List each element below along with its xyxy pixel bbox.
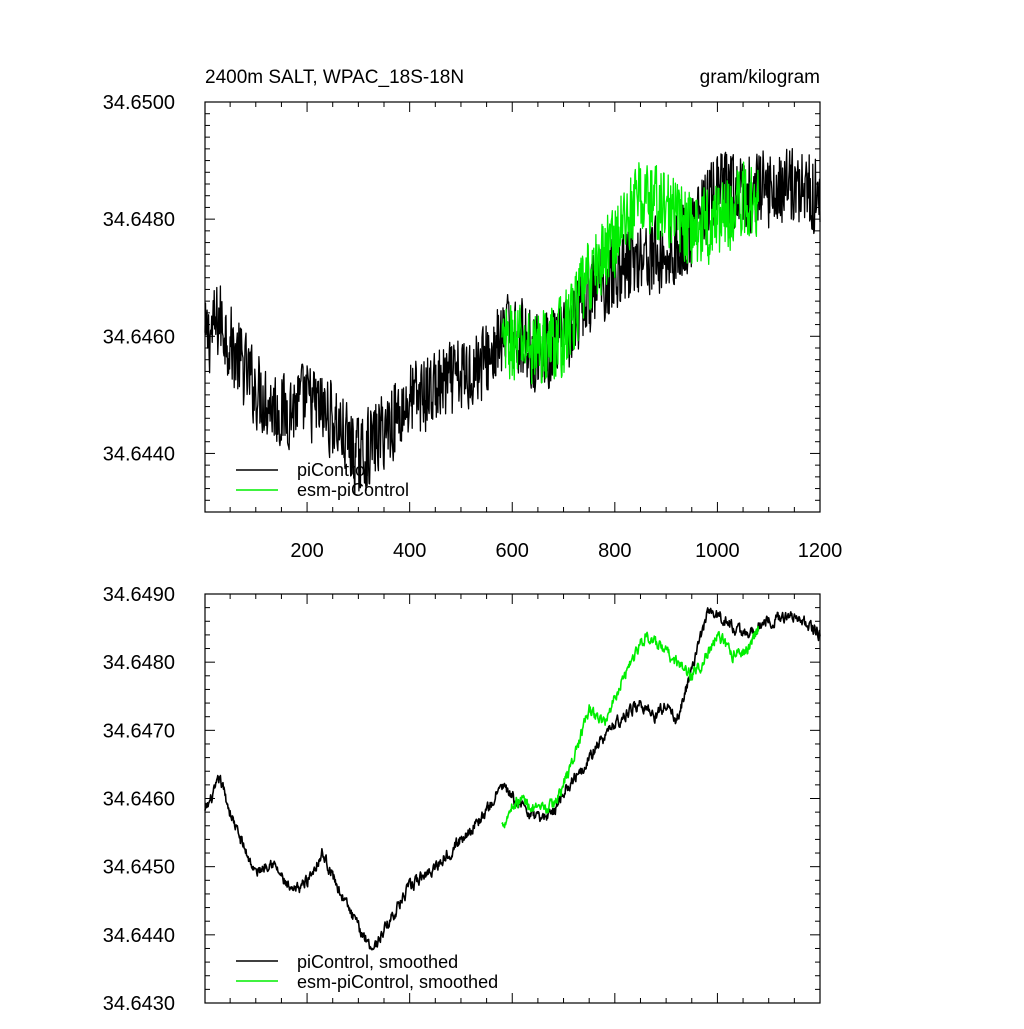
top-chart-legend: piControl esm-piControl xyxy=(236,460,409,500)
y-tick-label: 34.6500 xyxy=(103,92,175,114)
x-tick-label: 600 xyxy=(496,540,529,562)
bottom-chart-ticks: 34.6430 34.6440 34.6450 34.6460 34.6470 34.64… xyxy=(103,584,821,1015)
y-tick-label: 34.6430 xyxy=(103,993,175,1015)
bottom-chart-series-group xyxy=(204,607,821,951)
plot-frame xyxy=(204,101,821,513)
x-tick-label: 1000 xyxy=(695,540,740,562)
x-tick-label: 400 xyxy=(393,540,426,562)
x-tick-label: 200 xyxy=(290,540,323,562)
legend-label-picontrol-smoothed: piControl, smoothed xyxy=(297,952,458,972)
y-tick-label: 34.6440 xyxy=(103,443,175,465)
top-chart-series-group xyxy=(204,147,821,495)
y-tick-label: 34.6460 xyxy=(103,326,175,348)
bottom-chart-legend: piControl, smoothed esm-piControl, smoot… xyxy=(236,952,498,992)
legend-label-esm-picontrol: esm-piControl xyxy=(297,480,409,500)
top-chart-title: 2400m SALT, WPAC_18S-18N xyxy=(205,67,464,88)
series-line-esm-picontrol xyxy=(501,161,760,385)
x-tick-label: 1200 xyxy=(798,540,843,562)
series-line-esm-picontrol-smoothed xyxy=(501,625,760,829)
top-chart-axes xyxy=(204,101,821,513)
y-tick-label: 34.6480 xyxy=(103,209,175,231)
y-tick-label: 34.6440 xyxy=(103,925,175,947)
plot-frame xyxy=(204,593,821,1004)
bottom-chart-panel: 34.6430 34.6440 34.6450 34.6460 34.6470 34.64… xyxy=(103,584,821,1015)
x-tick-label: 800 xyxy=(598,540,631,562)
y-tick-label: 34.6490 xyxy=(103,584,175,606)
series-line-picontrol-smoothed xyxy=(204,607,821,951)
y-tick-label: 34.6480 xyxy=(103,652,175,674)
y-tick-label: 34.6450 xyxy=(103,857,175,879)
legend-label-esm-picontrol-smoothed: esm-piControl, smoothed xyxy=(297,972,498,992)
top-chart-ticks: 200 400 600 800 1000 1200 34.6440 34.6460 34.648… xyxy=(103,92,843,562)
top-chart-units: gram/kilogram xyxy=(700,67,820,88)
legend-label-picontrol: piControl xyxy=(297,460,369,480)
top-chart-panel: 2400m SALT, WPAC_18S-18N gram/kilogram 2… xyxy=(103,67,843,562)
y-tick-label: 34.6470 xyxy=(103,720,175,742)
y-tick-label: 34.6460 xyxy=(103,789,175,811)
bottom-chart-axes xyxy=(204,593,821,1004)
